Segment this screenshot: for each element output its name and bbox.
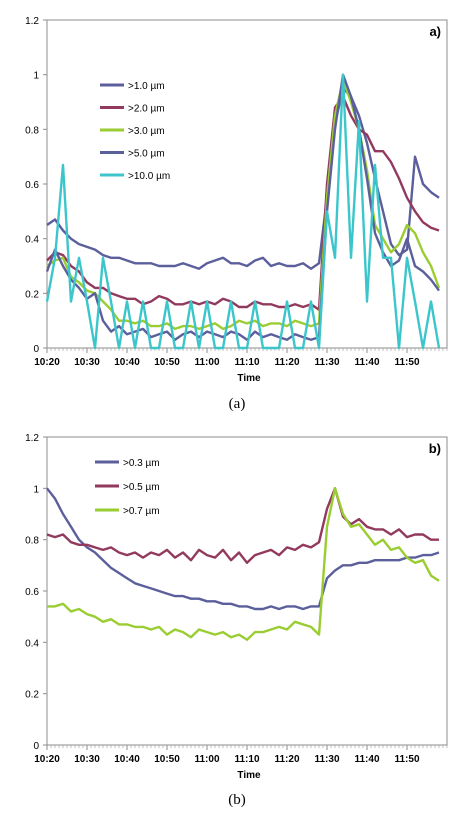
- legend-label: >10.0 µm: [128, 171, 170, 182]
- chart-panel-b: 0 0.2 0.4 0.6 0.8 1 1.2 10:20 10:30 10:40 10:50 11:…: [25, 433, 448, 781]
- x-tick-label: 10:50: [154, 357, 180, 368]
- caption-a: (a): [228, 396, 246, 412]
- x-tick-label: 11:20: [274, 754, 299, 765]
- x-tick-label: 11:00: [194, 357, 219, 368]
- x-tick-label: 11:10: [234, 357, 259, 368]
- caption-b: (b): [228, 792, 246, 808]
- y-tick-label: 0.6: [25, 587, 39, 598]
- chart-panel-a: 0 0.2 0.4 0.6 0.8 1 1.2 10:20 10:30 10:40 10:50 11:…: [25, 16, 448, 384]
- series-line-2: [46, 487, 439, 564]
- x-tick-label: 10:20: [34, 754, 60, 765]
- legend-label: >0.7 µm: [123, 506, 160, 517]
- x-axis-title: Time: [237, 770, 261, 781]
- x-tick-label: 10:20: [34, 357, 60, 368]
- legend-label: >2.0 µm: [128, 104, 165, 115]
- series-line-1: [46, 87, 440, 270]
- series-line-5: [45, 73, 441, 350]
- series-line-1: [46, 487, 440, 611]
- y-tick-label: 0.4: [25, 235, 39, 246]
- plot-area: [46, 436, 448, 746]
- y-tick-label: 0.8: [25, 125, 39, 136]
- x-tick-label: 11:10: [234, 754, 259, 765]
- plot-area: [46, 19, 448, 349]
- y-tick-label: 1.2: [25, 433, 39, 444]
- x-tick-label: 10:30: [74, 357, 100, 368]
- y-tick-label: 0.4: [25, 638, 39, 649]
- series-line-4: [45, 73, 440, 341]
- x-tick-label: 10:30: [74, 754, 100, 765]
- y-tick-label: 1.2: [25, 16, 39, 27]
- legend-label: >5.0 µm: [128, 149, 165, 160]
- legend-label: >0.5 µm: [123, 482, 160, 493]
- y-tick-label: 0.6: [25, 180, 39, 191]
- x-axis-title: Time: [237, 373, 261, 384]
- x-tick-label: 11:40: [354, 357, 379, 368]
- x-tick-label: 10:50: [154, 754, 180, 765]
- series-line-3: [47, 487, 440, 641]
- x-tick-label: 11:30: [314, 357, 339, 368]
- y-tick-label: 0: [33, 741, 39, 752]
- x-tick-label: 11:50: [394, 754, 419, 765]
- y-tick-label: 0.2: [25, 289, 39, 300]
- x-tick-label: 11:20: [274, 357, 299, 368]
- x-tick-label: 10:40: [114, 357, 140, 368]
- x-tick-label: 11:00: [194, 754, 219, 765]
- x-tick-label: 10:40: [114, 754, 140, 765]
- y-tick-label: 0.2: [25, 690, 39, 701]
- x-tick-label: 11:30: [314, 754, 339, 765]
- legend-label: >0.3 µm: [123, 458, 160, 469]
- legend-label: >3.0 µm: [128, 126, 165, 137]
- y-tick-label: 1: [33, 484, 39, 495]
- y-tick-label: 0: [33, 344, 39, 355]
- series-line-2: [46, 95, 440, 311]
- y-tick-label: 0.8: [25, 536, 39, 547]
- y-tick-label: 1: [33, 71, 39, 82]
- x-tick-label: 11:40: [354, 754, 379, 765]
- panel-label: a): [429, 24, 441, 39]
- x-tick-label: 11:50: [394, 357, 419, 368]
- legend-label: >1.0 µm: [128, 81, 165, 92]
- panel-label: b): [429, 441, 441, 456]
